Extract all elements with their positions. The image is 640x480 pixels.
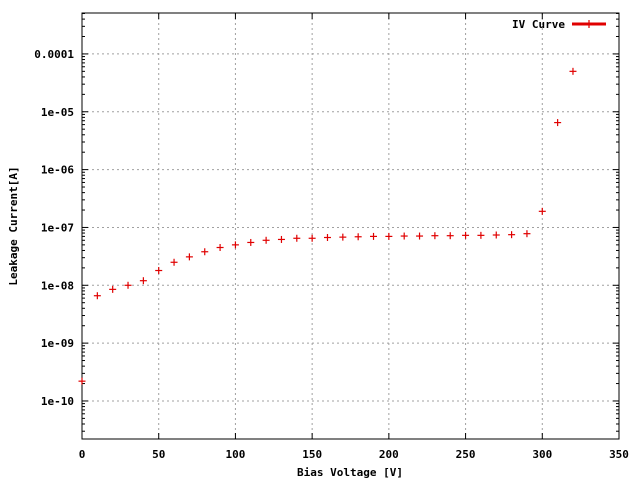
data-point	[185, 253, 193, 261]
data-point	[139, 277, 147, 285]
x-tick-label: 100	[225, 448, 245, 461]
data-point	[216, 244, 224, 252]
y-tick-label: 1e-09	[41, 337, 74, 350]
y-tick-labels: 1e-10 1e-09 1e-08 1e-07 1e-06 1e-05 0.0001	[34, 48, 74, 408]
data-point	[508, 231, 516, 239]
legend: IV Curve	[512, 18, 606, 31]
x-tick-label: 0	[79, 448, 86, 461]
data-point	[170, 258, 178, 266]
y-tick-label: 1e-05	[41, 106, 74, 119]
data-point	[262, 236, 270, 244]
x-tick-label: 150	[302, 448, 322, 461]
data-point	[201, 248, 209, 256]
data-point	[569, 67, 577, 75]
x-tick-label: 350	[609, 448, 629, 461]
data-point	[323, 234, 331, 242]
legend-label-iv-curve: IV Curve	[512, 18, 565, 31]
data-point	[155, 267, 163, 275]
x-axis-label: Bias Voltage [V]	[297, 466, 403, 479]
data-point	[477, 231, 485, 239]
data-point	[416, 232, 424, 240]
data-point	[523, 230, 531, 238]
data-point	[93, 292, 101, 300]
data-point	[124, 281, 132, 289]
data-point	[231, 241, 239, 249]
data-point	[78, 377, 86, 385]
data-point	[370, 232, 378, 240]
x-tick-label: 300	[532, 448, 552, 461]
data-point	[554, 119, 562, 127]
y-tick-label: 1e-10	[41, 395, 74, 408]
data-point	[446, 232, 454, 240]
axis-ticks	[81, 12, 620, 439]
data-point	[462, 231, 470, 239]
data-point	[431, 232, 439, 240]
data-point	[247, 238, 255, 246]
data-point	[293, 234, 301, 242]
data-point	[538, 207, 546, 215]
data-point	[400, 232, 408, 240]
data-point	[339, 233, 347, 241]
data-point	[277, 235, 285, 243]
data-points	[78, 67, 577, 385]
x-tick-label: 200	[379, 448, 399, 461]
y-axis-label: Leakage Current[A]	[7, 166, 20, 285]
x-tick-label: 50	[152, 448, 165, 461]
data-point	[308, 234, 316, 242]
y-tick-label: 1e-07	[41, 221, 74, 234]
x-tick-labels: 0 50 100 150 200 250 300 350	[79, 448, 629, 461]
data-point	[492, 231, 500, 239]
data-point	[354, 233, 362, 241]
y-tick-label: 0.0001	[34, 48, 74, 61]
x-tick-label: 250	[456, 448, 476, 461]
data-point	[385, 232, 393, 240]
plot-frame	[81, 12, 620, 440]
data-point	[109, 285, 117, 293]
y-tick-label: 1e-08	[41, 279, 74, 292]
grid-lines	[82, 13, 619, 439]
y-tick-label: 1e-06	[41, 164, 74, 177]
